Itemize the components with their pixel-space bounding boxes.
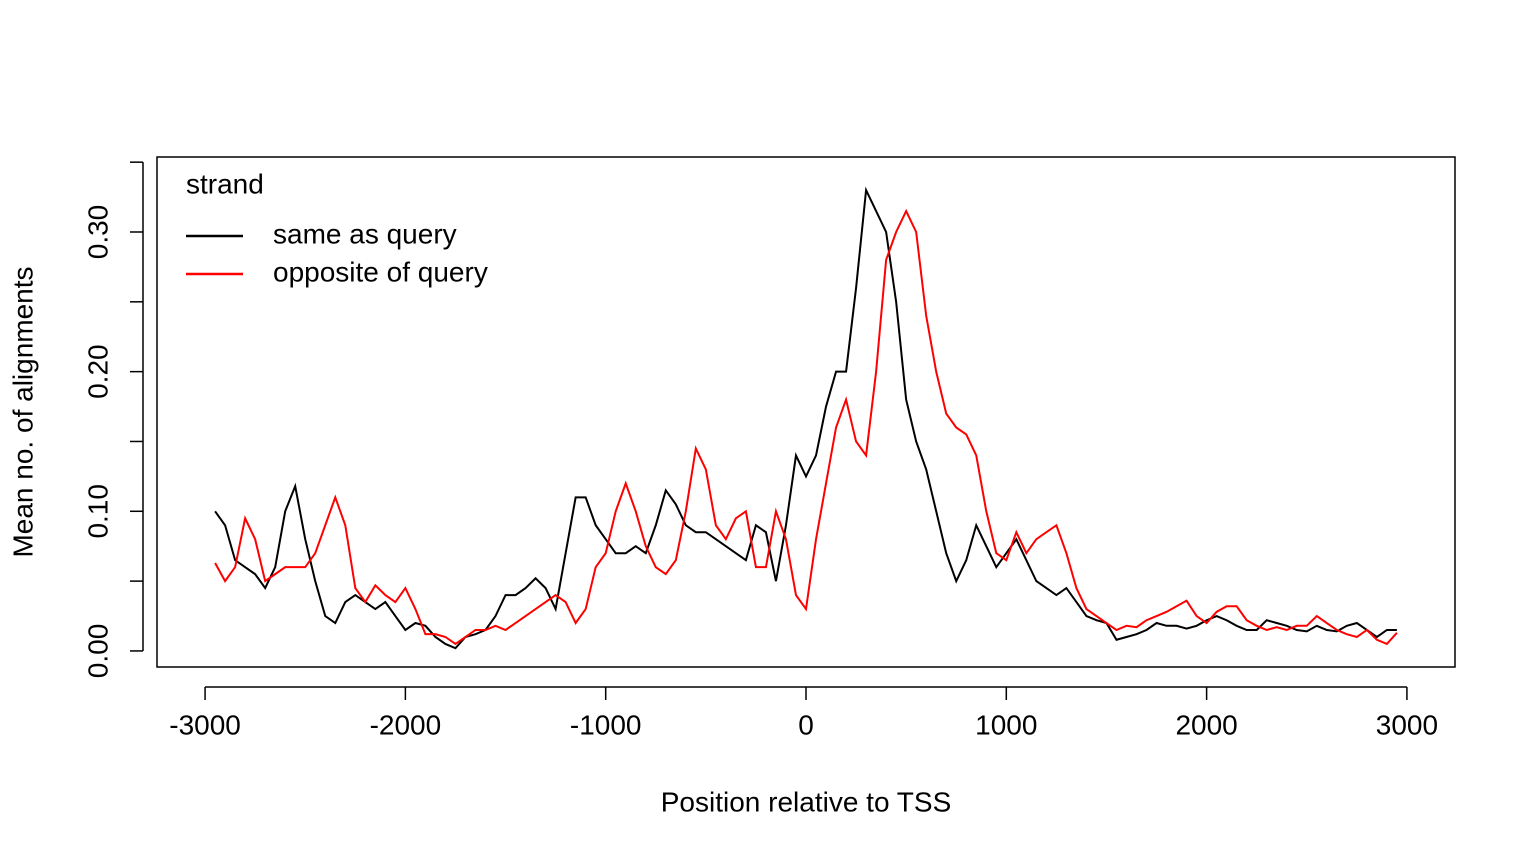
y-axis-label: Mean no. of alignments [7, 266, 38, 557]
y-tick-label: 0.30 [82, 205, 113, 260]
x-tick-label: -1000 [570, 709, 642, 740]
y-tick-label: 0.00 [82, 624, 113, 679]
data-line [214, 186, 1397, 650]
plot-box [156, 156, 1456, 668]
data-line [214, 208, 1398, 646]
legend-label: same as query [273, 218, 457, 249]
x-tick-label: -2000 [370, 709, 442, 740]
x-tick-label: -3000 [169, 709, 241, 740]
legend-title: strand [186, 168, 264, 199]
y-tick-label: 0.20 [82, 344, 113, 399]
y-tick-label: 0.10 [82, 484, 113, 538]
x-tick-label: 0 [798, 709, 814, 740]
x-axis-label: Position relative to TSS [661, 786, 952, 817]
x-tick-label: 3000 [1376, 709, 1438, 740]
legend-label: opposite of query [273, 256, 488, 287]
x-tick-label: 1000 [975, 709, 1037, 740]
x-tick-label: 2000 [1175, 709, 1237, 740]
